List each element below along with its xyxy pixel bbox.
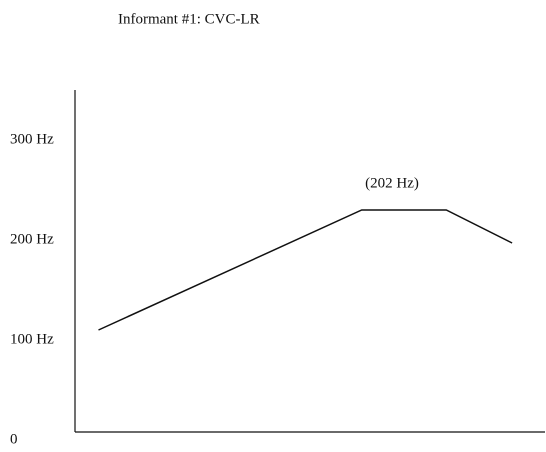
y-tick-label: 300 Hz [10,131,54,147]
chart-title: Informant #1: CVC-LR [118,11,260,27]
annotation: (202 Hz) [365,175,419,191]
y-tick-label: 100 Hz [10,331,54,347]
y-tick-label: 200 Hz [10,231,54,247]
y-tick-label: 0 [10,431,18,447]
line [98,209,513,331]
